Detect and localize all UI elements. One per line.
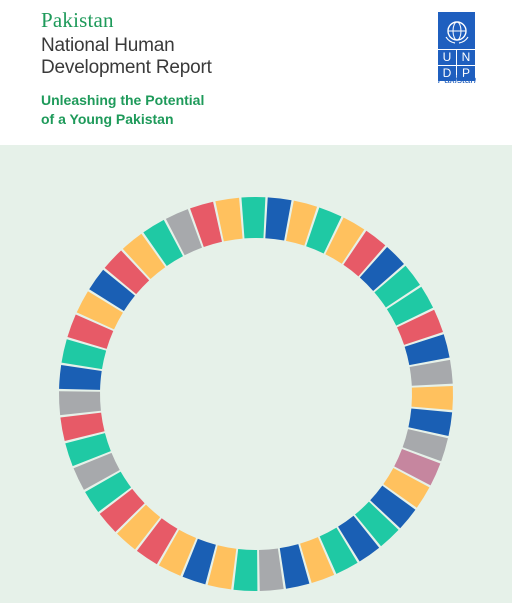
undp-letter: D [438,66,456,81]
undp-logo: U N D P [438,12,475,81]
ring-segment [136,518,178,565]
ring-segment [67,314,114,349]
ring-segment [338,515,380,562]
report-subtitle-line2: of a Young Pakistan [41,111,174,127]
ring-segment [59,364,102,390]
undp-letter: N [457,50,475,65]
ring-segment [190,201,223,248]
undp-letter: U [438,50,456,65]
report-header: Pakistan National Human Development Repo… [0,0,512,145]
ring-segment [279,544,310,589]
ring-segment [99,488,145,532]
ring-segment [65,433,111,467]
ring-segment [143,219,183,267]
report-title-line2: Development Report [41,57,212,78]
ring-segment [89,269,135,312]
ring-segment [386,286,434,326]
ring-segment [300,537,335,583]
segmented-ring [59,197,453,591]
ring-segment [258,548,284,591]
ring-segment [61,339,107,370]
ring-segment [233,548,258,591]
report-title-country: Pakistan [41,8,114,32]
ring-segment [325,217,365,264]
ring-segment [165,209,203,256]
ring-segment [409,359,453,386]
report-title-line1: National Human [41,35,175,56]
ring-segment [402,429,448,462]
ring-segment [104,250,150,295]
ring-segment [73,452,120,490]
ring-segment [319,527,358,574]
ring-segment [215,197,243,242]
ring-segment [408,408,453,436]
ring-segment [374,265,420,308]
ring-segment [359,246,404,292]
ring-segment [182,538,216,585]
cover-artwork [0,145,512,603]
undp-letter: P [457,66,475,81]
ring-segment [122,233,166,280]
ring-segment [285,200,318,246]
ring-segment [355,501,399,547]
ring-segment [85,471,132,512]
ring-segment [306,207,342,254]
undp-letters: U N D P [438,50,475,81]
ring-segment [117,504,161,550]
ring-segment [241,197,266,239]
ring-segment [383,467,430,508]
ring-segment [59,391,101,416]
report-subtitle-line1: Unleashing the Potential [41,92,205,108]
ring-segment [411,386,453,410]
ring-segment [265,197,292,241]
ring-segment [404,334,450,366]
ring-segment [343,230,386,277]
undp-logo-country: Pakistan [437,75,477,86]
un-emblem-icon [438,12,475,49]
ring-segment [60,412,105,442]
ring-segment [76,291,123,330]
ring-segment [158,529,197,576]
ring-segment [207,545,237,590]
ring-segment [394,449,441,486]
ring-segment [370,485,416,529]
ring-segment [397,309,444,345]
